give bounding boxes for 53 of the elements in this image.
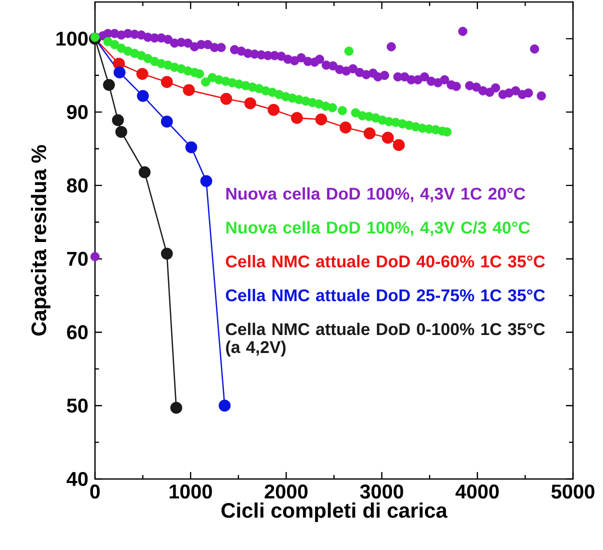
point <box>201 77 210 87</box>
point <box>268 104 280 116</box>
point <box>136 50 146 60</box>
x-axis-title: Cicli completi di carica <box>221 502 448 522</box>
point <box>200 175 212 188</box>
point <box>182 84 195 96</box>
point <box>138 166 151 178</box>
x-tick-label: 0 <box>90 484 100 499</box>
point <box>115 126 128 138</box>
point <box>160 248 173 260</box>
point <box>392 139 405 152</box>
point <box>244 97 256 110</box>
y-tick-label: 100 <box>56 32 88 46</box>
x-tick-label: 4000 <box>456 484 499 499</box>
point <box>290 112 303 124</box>
x-tick-label: 5000 <box>551 484 594 499</box>
point <box>160 116 173 128</box>
text: Nuova cella DoD 100%, 4,3V 1C 20°C <box>226 187 526 202</box>
point <box>340 122 352 134</box>
point <box>136 68 148 80</box>
y-tick-label: 50 <box>66 398 88 413</box>
point <box>110 40 120 50</box>
point <box>170 402 182 414</box>
point <box>160 76 173 88</box>
y-tick-label: 40 <box>66 472 88 486</box>
y-tick-label: 90 <box>67 105 88 120</box>
point <box>315 113 328 126</box>
point <box>218 400 231 412</box>
point <box>338 106 347 116</box>
point <box>344 46 354 56</box>
point <box>185 141 198 154</box>
point <box>103 78 115 91</box>
point <box>136 90 149 102</box>
point <box>328 103 337 112</box>
point <box>364 127 376 140</box>
y-tick-label: 60 <box>67 325 88 340</box>
text: Cella NMC attuale DoD 40-60% 1C 35°C <box>226 255 545 268</box>
y-tick-label: 70 <box>67 252 88 266</box>
point <box>112 114 124 126</box>
x-tick-label: 3000 <box>360 484 404 499</box>
point <box>382 132 394 144</box>
point <box>114 66 126 78</box>
text: Cella NMC attuale DoD 0-100% 1C 35°C (a 4,2V) <box>226 322 545 356</box>
y-axis-title: Capacita residua % <box>30 145 50 336</box>
point <box>220 92 232 105</box>
text: Nuova cella DoD 100%, 4,3V C/3 40°C <box>226 221 530 236</box>
point <box>194 69 204 79</box>
x-tick-label: 1000 <box>170 484 212 499</box>
y-tick-label: 80 <box>66 178 88 193</box>
series-label: Cella NMC attuale DoD 25-75% 1C 35°C <box>226 288 545 302</box>
point <box>90 32 100 42</box>
x-tick-label: 2000 <box>264 484 308 499</box>
point <box>116 44 126 53</box>
